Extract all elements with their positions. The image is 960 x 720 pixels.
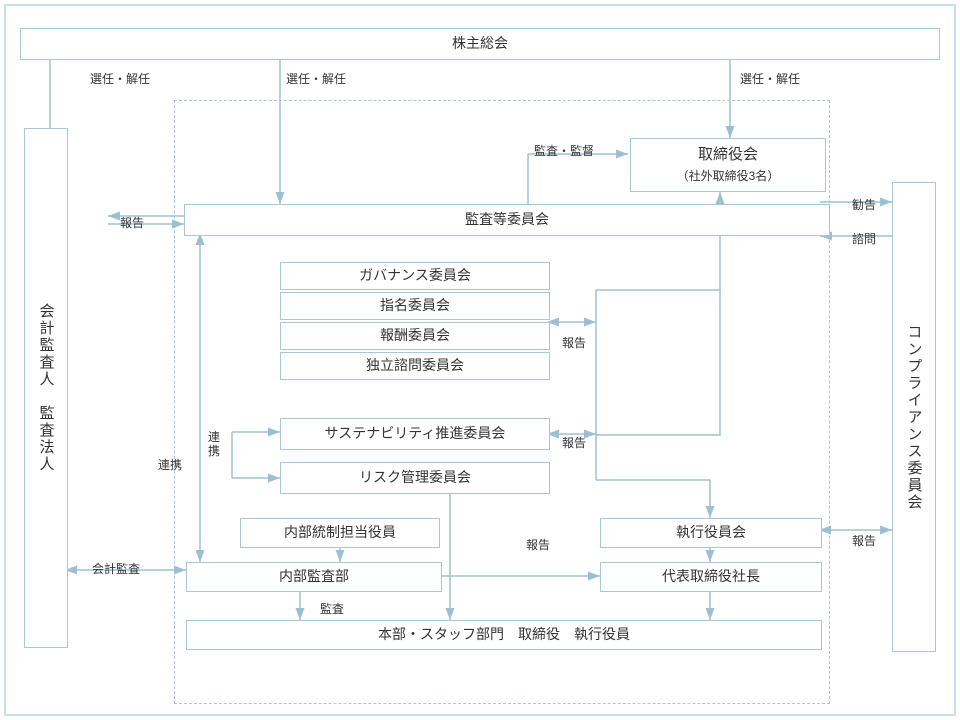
label-l8: 勧告 xyxy=(852,196,876,213)
node-compliance: コンプライアンス委員会 xyxy=(892,182,936,652)
node-audit_committee: 監査等委員会 xyxy=(184,204,830,236)
label-l5: 報告 xyxy=(120,214,144,231)
label-l2: 選任・解任 xyxy=(286,70,346,87)
node-hq: 本部・スタッフ部門 取締役 執行役員 xyxy=(186,620,822,650)
node-shareholders: 株主総会 xyxy=(20,28,940,60)
node-auditor-label: 会計監査人 監査法人 xyxy=(36,303,57,473)
arrow xyxy=(596,480,710,518)
node-nom: 指名委員会 xyxy=(280,292,550,320)
arrow xyxy=(596,290,720,435)
label-l12: 連携 xyxy=(158,456,182,473)
node-auditor: 会計監査人 監査法人 xyxy=(24,128,68,648)
node-ind: 独立諮問委員会 xyxy=(280,352,550,380)
node-ceo: 代表取締役社長 xyxy=(600,562,822,592)
label-l14: 監査 xyxy=(320,600,344,617)
node-intaudit: 内部監査部 xyxy=(186,562,442,592)
node-intctrl: 内部統制担当役員 xyxy=(240,518,440,548)
label-l13: 報告 xyxy=(526,536,550,553)
label-l15: 会計監査 xyxy=(92,560,140,577)
node-risk: リスク管理委員会 xyxy=(280,462,550,494)
node-rem: 報酬委員会 xyxy=(280,322,550,350)
node-board: 取締役会（社外取締役3名） xyxy=(630,138,826,192)
label-l6: 報告 xyxy=(562,334,586,351)
label-l3: 選任・解任 xyxy=(740,70,800,87)
label-l10: 報告 xyxy=(852,532,876,549)
node-board-label: 取締役会（社外取締役3名） xyxy=(677,144,780,186)
label-l9: 諮問 xyxy=(852,230,876,247)
label-l7: 報告 xyxy=(562,434,586,451)
node-sust: サステナビリティ推進委員会 xyxy=(280,418,550,450)
node-compliance-label: コンプライアンス委員会 xyxy=(904,324,925,511)
label-l1: 選任・解任 xyxy=(90,70,150,87)
label-l11: 連携 xyxy=(208,430,220,459)
node-exec: 執行役員会 xyxy=(600,518,822,548)
label-l4: 監査・監督 xyxy=(534,142,594,159)
node-gov: ガバナンス委員会 xyxy=(280,262,550,290)
